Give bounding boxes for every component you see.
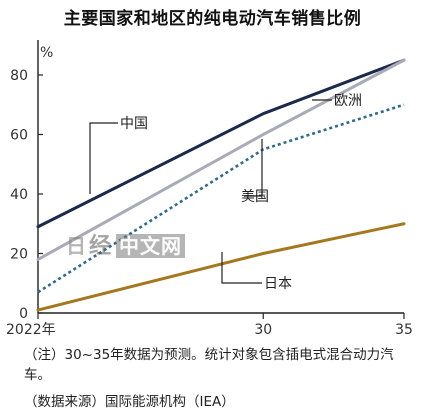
series-label-europe: 欧洲 xyxy=(334,93,362,109)
series-line-china xyxy=(36,58,406,229)
series-leader-japan xyxy=(221,252,262,284)
series-line-usa xyxy=(37,103,405,294)
y-tick-label: 20 xyxy=(10,247,28,263)
series-leader-china xyxy=(89,122,118,194)
y-axis-unit: % xyxy=(40,45,53,61)
series-leader-usa xyxy=(244,139,263,197)
chart-title: 主要国家和地区的纯电动汽车销售比例 xyxy=(63,9,362,29)
chart-axes xyxy=(37,40,404,314)
y-tick-label: 0 xyxy=(19,306,28,322)
watermark-part3: 中文网 xyxy=(116,234,186,258)
series-line-japan xyxy=(36,222,406,312)
y-tick-label: 40 xyxy=(10,187,28,203)
series-line-europe xyxy=(36,58,406,261)
x-tick-label: 35 xyxy=(395,322,413,338)
watermark-part2: 经 xyxy=(89,234,113,259)
chart-ticks: % 0 20 40 60 80 2022年 30 35 xyxy=(6,45,413,338)
x-tick-label: 30 xyxy=(254,322,272,338)
series-label-china: 中国 xyxy=(120,116,148,132)
watermark-logo: 日经 中文网 xyxy=(66,228,186,260)
x-tick-label: 2022年 xyxy=(6,322,56,338)
chart-series xyxy=(36,58,406,312)
y-tick-label: 80 xyxy=(10,68,28,84)
chart-note: （注）30~35年数据为预测。统计对象包含插电式混合动力汽车。 xyxy=(24,347,394,383)
watermark-part1: 日 xyxy=(66,234,87,258)
y-tick-label: 60 xyxy=(10,128,28,144)
series-label-usa: 美国 xyxy=(241,189,269,205)
chart-source: （数据来源）国际能源机构（IEA） xyxy=(24,394,235,410)
series-label-japan: 日本 xyxy=(264,276,292,292)
